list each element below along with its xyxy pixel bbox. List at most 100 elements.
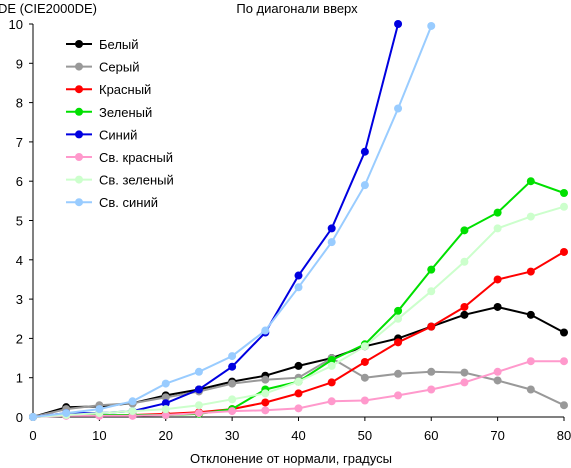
legend-label: Зеленый <box>99 105 152 120</box>
data-point <box>460 368 469 377</box>
data-point <box>560 357 568 366</box>
data-point <box>228 379 237 388</box>
data-point <box>294 283 303 292</box>
data-point <box>526 267 535 276</box>
series-Белый <box>29 302 568 421</box>
y-tick-label: 5 <box>16 214 23 229</box>
data-point <box>493 224 502 233</box>
series-layer <box>29 20 568 421</box>
legend-label: Св. зеленый <box>99 173 174 188</box>
legend-swatch-marker <box>75 130 83 139</box>
x-tick-label: 70 <box>490 428 504 443</box>
legend-swatch-marker <box>75 153 83 161</box>
legend-label: Св. красный <box>99 150 173 165</box>
data-point <box>261 375 270 384</box>
legend-label: Серый <box>99 60 139 75</box>
legend-label: Синий <box>99 127 137 142</box>
series-Синий <box>29 20 403 421</box>
data-point <box>460 310 469 319</box>
data-point <box>560 247 568 256</box>
data-point <box>327 356 336 365</box>
data-point <box>360 342 369 351</box>
data-point <box>460 257 469 266</box>
legend-swatch-marker <box>75 175 83 184</box>
x-tick-label: 10 <box>92 428 106 443</box>
data-point <box>261 398 270 407</box>
data-point <box>128 397 137 406</box>
data-point <box>294 271 303 280</box>
legend-swatch-marker <box>75 107 83 116</box>
data-point <box>394 369 403 378</box>
data-point <box>161 393 170 402</box>
y-tick-label: 10 <box>9 17 23 32</box>
data-point <box>560 328 568 337</box>
legend-label: Св. синий <box>99 195 158 210</box>
data-point <box>294 389 303 398</box>
y-tick-label: 4 <box>16 253 23 268</box>
data-point <box>394 104 403 113</box>
y-tick-label: 1 <box>16 371 23 386</box>
chart-title: По диагонали вверх <box>236 1 358 16</box>
data-point <box>526 357 535 366</box>
data-point <box>560 202 568 211</box>
data-point <box>327 361 336 370</box>
data-point <box>294 361 303 370</box>
legend: Белый Серый Красный Зеленый Синий Св. красный… <box>66 37 174 210</box>
data-point <box>194 401 203 410</box>
data-point <box>161 379 170 388</box>
x-tick-label: 40 <box>291 428 305 443</box>
data-point <box>560 401 568 410</box>
data-point <box>526 385 535 394</box>
x-axis-label: Отклонение от нормали, градусы <box>190 451 392 466</box>
data-point <box>427 322 436 331</box>
data-point <box>427 287 436 296</box>
data-point <box>394 391 403 400</box>
data-point <box>394 20 403 28</box>
legend-label: Красный <box>99 82 151 97</box>
data-point <box>427 21 436 30</box>
data-point <box>95 405 104 414</box>
data-point <box>128 407 137 416</box>
data-point <box>327 378 336 387</box>
data-point <box>460 378 469 387</box>
data-point <box>194 409 203 418</box>
data-point <box>228 407 237 416</box>
legend-swatch-marker <box>75 85 83 94</box>
y-tick-label: 9 <box>16 56 23 71</box>
data-point <box>194 385 203 394</box>
data-point <box>526 310 535 319</box>
legend-swatch-marker <box>75 62 83 71</box>
data-point <box>427 367 436 376</box>
y-tick-label: 8 <box>16 96 23 111</box>
data-point <box>360 373 369 382</box>
data-point <box>161 405 170 414</box>
legend-swatch-marker <box>75 198 83 207</box>
data-point <box>62 409 71 418</box>
y-tick-label: 0 <box>16 410 23 425</box>
data-point <box>394 338 403 347</box>
data-point <box>261 406 270 415</box>
data-point <box>29 413 37 421</box>
data-point <box>360 181 369 190</box>
data-point <box>261 389 270 398</box>
data-point <box>493 208 502 217</box>
x-tick-label: 0 <box>29 428 36 443</box>
data-point <box>161 411 170 420</box>
data-point <box>261 326 270 335</box>
data-point <box>493 367 502 376</box>
data-point <box>194 367 203 376</box>
y-axis-label: DE (CIE2000DE) <box>0 1 97 16</box>
series-Св. зеленый <box>29 202 568 421</box>
data-point <box>360 147 369 156</box>
data-point <box>427 385 436 394</box>
legend-label: Белый <box>99 37 139 52</box>
data-point <box>294 377 303 386</box>
x-tick-label: 80 <box>557 428 571 443</box>
data-point <box>294 404 303 413</box>
data-point <box>493 275 502 284</box>
x-tick-label: 20 <box>159 428 173 443</box>
data-point <box>493 376 502 385</box>
data-point <box>327 397 336 406</box>
data-point <box>161 399 170 408</box>
